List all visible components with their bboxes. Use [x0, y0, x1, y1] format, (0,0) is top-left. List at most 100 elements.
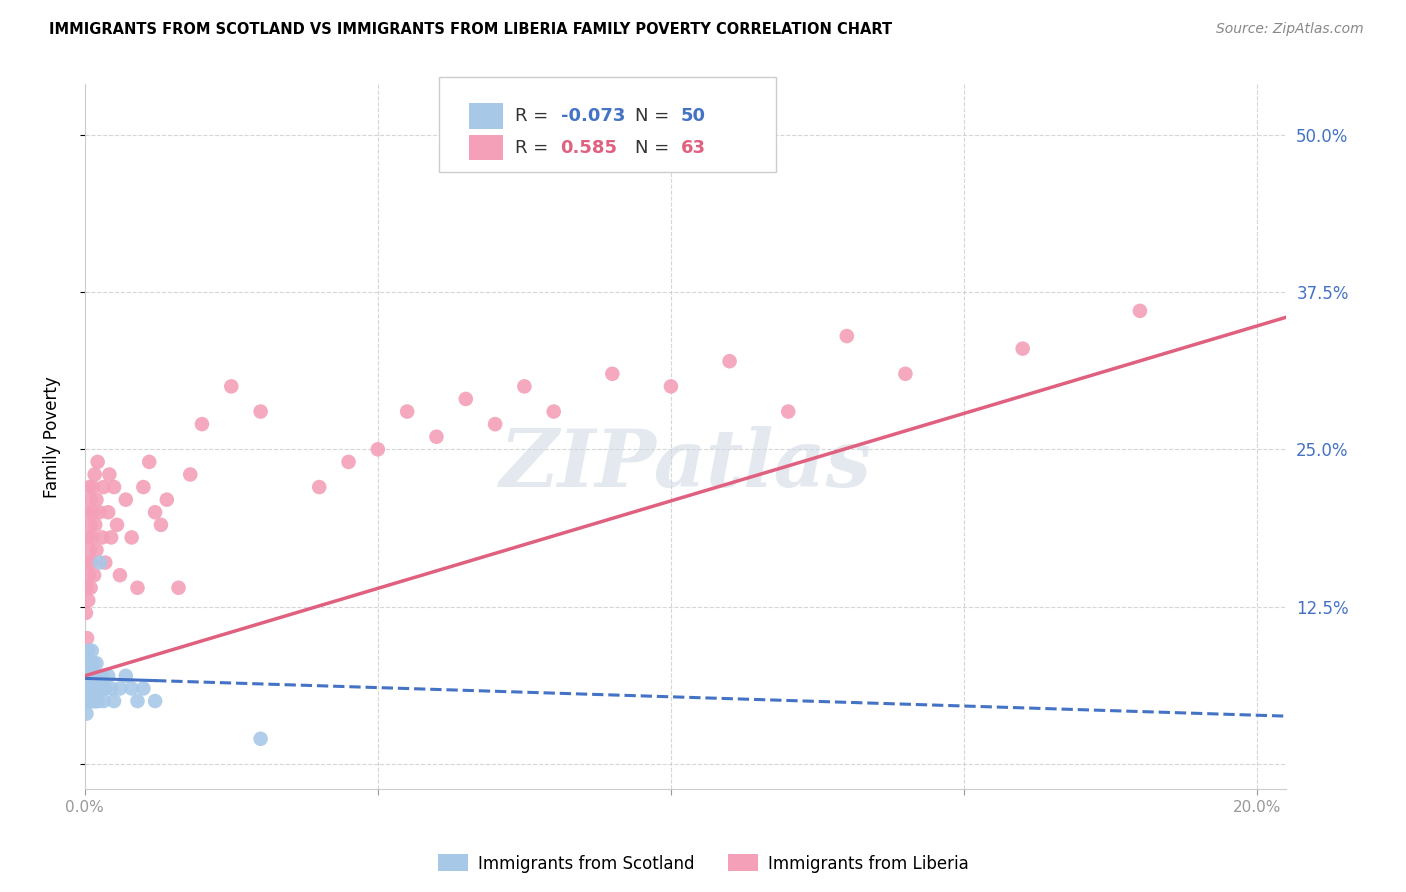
Point — [86, 669, 108, 683]
Legend: Immigrants from Scotland, Immigrants from Liberia: Immigrants from Scotland, Immigrants fro… — [432, 847, 974, 880]
Point — [82, 657, 104, 671]
Point — [94, 681, 117, 696]
Point — [86, 455, 108, 469]
Text: 63: 63 — [681, 139, 706, 157]
Point — [77, 643, 100, 657]
Point — [83, 467, 105, 482]
Point — [76, 669, 98, 683]
Point — [91, 530, 114, 544]
Point — [179, 467, 201, 482]
Point — [89, 556, 111, 570]
Point — [367, 442, 389, 457]
Point — [89, 681, 111, 696]
Point — [484, 417, 506, 431]
Text: ZIPatlas: ZIPatlas — [499, 426, 872, 504]
Point — [76, 505, 98, 519]
Point — [337, 455, 360, 469]
Point — [77, 593, 100, 607]
FancyBboxPatch shape — [470, 103, 503, 128]
Point — [86, 681, 108, 696]
Point — [84, 694, 107, 708]
Point — [543, 404, 565, 418]
Point — [83, 681, 105, 696]
Point — [132, 681, 155, 696]
Point — [97, 669, 120, 683]
Point — [718, 354, 741, 368]
Point — [77, 530, 100, 544]
Point — [79, 669, 101, 683]
Point — [86, 492, 108, 507]
Point — [127, 581, 149, 595]
Point — [87, 694, 110, 708]
Point — [778, 404, 800, 418]
Point — [89, 505, 111, 519]
FancyBboxPatch shape — [439, 78, 776, 172]
Point — [76, 657, 98, 671]
Point — [79, 480, 101, 494]
Point — [91, 681, 114, 696]
Point — [83, 669, 105, 683]
Point — [143, 505, 166, 519]
Point — [454, 392, 477, 406]
Text: Source: ZipAtlas.com: Source: ZipAtlas.com — [1216, 22, 1364, 37]
Point — [249, 404, 271, 418]
Point — [91, 669, 114, 683]
Point — [308, 480, 330, 494]
Point — [1011, 342, 1033, 356]
Point — [167, 581, 190, 595]
Point — [108, 568, 131, 582]
Point — [132, 480, 155, 494]
Point — [82, 694, 104, 708]
Point — [1129, 304, 1152, 318]
Point — [75, 606, 97, 620]
Y-axis label: Family Poverty: Family Poverty — [44, 376, 60, 498]
Point — [80, 669, 103, 683]
Text: -0.073: -0.073 — [561, 107, 626, 125]
Point — [86, 657, 108, 671]
Point — [602, 367, 624, 381]
Point — [82, 681, 104, 696]
Point — [82, 480, 104, 494]
Point — [79, 694, 101, 708]
Text: R =: R = — [515, 107, 554, 125]
Point — [94, 556, 117, 570]
Point — [82, 530, 104, 544]
Point — [84, 517, 107, 532]
Point — [100, 681, 122, 696]
Point — [83, 505, 105, 519]
Point — [79, 543, 101, 558]
Point — [219, 379, 242, 393]
Point — [105, 517, 128, 532]
Point — [79, 581, 101, 595]
Point — [83, 681, 105, 696]
Text: 0.585: 0.585 — [561, 139, 617, 157]
Point — [108, 681, 131, 696]
Point — [121, 681, 143, 696]
Point — [76, 581, 98, 595]
Point — [80, 556, 103, 570]
Text: N =: N = — [636, 139, 675, 157]
Point — [77, 694, 100, 708]
Point — [149, 517, 172, 532]
Point — [86, 543, 108, 558]
Point — [79, 657, 101, 671]
Point — [79, 681, 101, 696]
Text: IMMIGRANTS FROM SCOTLAND VS IMMIGRANTS FROM LIBERIA FAMILY POVERTY CORRELATION C: IMMIGRANTS FROM SCOTLAND VS IMMIGRANTS F… — [49, 22, 893, 37]
Point — [79, 657, 101, 671]
Point — [84, 681, 107, 696]
Point — [127, 694, 149, 708]
Point — [76, 706, 98, 721]
Point — [75, 694, 97, 708]
Point — [77, 694, 100, 708]
Point — [100, 530, 122, 544]
Point — [79, 669, 101, 683]
Point — [93, 480, 115, 494]
Point — [76, 681, 98, 696]
Point — [143, 694, 166, 708]
Point — [83, 669, 105, 683]
Point — [83, 694, 105, 708]
Point — [103, 480, 125, 494]
Point — [98, 467, 121, 482]
Point — [121, 530, 143, 544]
Point — [114, 492, 136, 507]
